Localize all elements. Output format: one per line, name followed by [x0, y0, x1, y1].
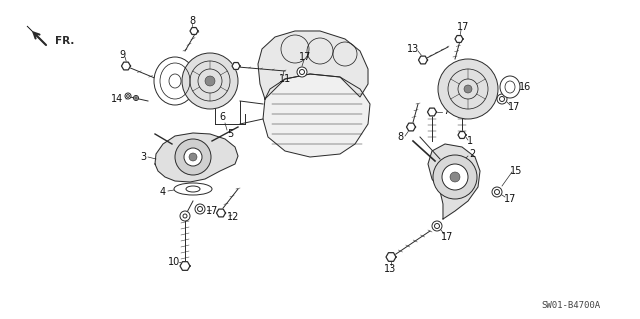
Circle shape: [205, 76, 215, 86]
Text: 17: 17: [457, 22, 469, 32]
Polygon shape: [419, 56, 428, 64]
Circle shape: [134, 95, 138, 100]
Text: 11: 11: [279, 74, 291, 84]
Text: 8: 8: [189, 16, 195, 26]
Polygon shape: [263, 74, 370, 157]
Circle shape: [438, 59, 498, 119]
Text: 17: 17: [441, 232, 453, 242]
Text: 17: 17: [508, 102, 520, 112]
Text: 1: 1: [467, 136, 473, 146]
Text: 3: 3: [140, 152, 146, 162]
Ellipse shape: [154, 57, 196, 105]
Text: 9: 9: [119, 50, 125, 60]
Polygon shape: [190, 27, 198, 34]
Circle shape: [182, 53, 238, 109]
Circle shape: [180, 211, 190, 221]
Text: 2: 2: [469, 149, 475, 159]
Text: 13: 13: [407, 44, 419, 54]
Polygon shape: [180, 262, 190, 270]
Text: 15: 15: [510, 166, 522, 176]
Text: SW01-B4700A: SW01-B4700A: [541, 300, 600, 309]
Polygon shape: [258, 31, 368, 99]
Polygon shape: [155, 133, 238, 182]
Circle shape: [442, 164, 468, 190]
Circle shape: [497, 94, 507, 104]
Text: 10: 10: [168, 257, 180, 267]
Circle shape: [189, 153, 197, 161]
Polygon shape: [27, 26, 45, 44]
Text: 16: 16: [519, 82, 531, 92]
Text: 5: 5: [227, 129, 233, 139]
Polygon shape: [458, 131, 466, 138]
Polygon shape: [406, 123, 415, 131]
Circle shape: [175, 139, 211, 175]
Polygon shape: [386, 253, 396, 261]
Circle shape: [297, 67, 307, 77]
Polygon shape: [455, 35, 463, 42]
Polygon shape: [428, 108, 436, 116]
Text: 17: 17: [504, 194, 516, 204]
Ellipse shape: [500, 76, 520, 98]
Circle shape: [433, 155, 477, 199]
Text: 17: 17: [299, 52, 311, 62]
Text: 7: 7: [443, 106, 449, 116]
Polygon shape: [428, 144, 480, 219]
Polygon shape: [232, 63, 240, 70]
Circle shape: [432, 221, 442, 231]
Circle shape: [464, 85, 472, 93]
Text: 6: 6: [219, 112, 225, 122]
Ellipse shape: [174, 183, 212, 195]
Text: 13: 13: [384, 264, 396, 274]
Polygon shape: [216, 209, 225, 217]
Circle shape: [195, 204, 205, 214]
Text: FR.: FR.: [55, 36, 74, 46]
Circle shape: [184, 148, 202, 166]
Text: 12: 12: [227, 212, 239, 222]
Text: 8: 8: [397, 132, 403, 142]
Circle shape: [125, 93, 131, 99]
Circle shape: [492, 187, 502, 197]
Text: 14: 14: [111, 94, 123, 104]
Text: 17: 17: [206, 206, 218, 216]
Polygon shape: [122, 62, 131, 70]
Circle shape: [450, 172, 460, 182]
Text: 4: 4: [160, 187, 166, 197]
